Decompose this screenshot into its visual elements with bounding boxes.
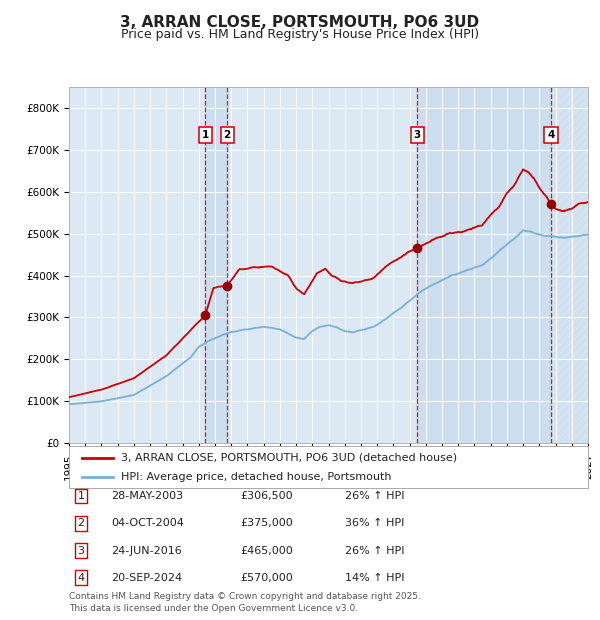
Text: 26% ↑ HPI: 26% ↑ HPI	[345, 491, 404, 501]
Text: 3, ARRAN CLOSE, PORTSMOUTH, PO6 3UD: 3, ARRAN CLOSE, PORTSMOUTH, PO6 3UD	[121, 15, 479, 30]
Text: 1: 1	[77, 491, 85, 501]
Text: 4: 4	[547, 130, 555, 140]
Text: 3, ARRAN CLOSE, PORTSMOUTH, PO6 3UD (detached house): 3, ARRAN CLOSE, PORTSMOUTH, PO6 3UD (det…	[121, 453, 457, 463]
Text: 1: 1	[202, 130, 209, 140]
Bar	[205, 87, 227, 443]
Text: HPI: Average price, detached house, Portsmouth: HPI: Average price, detached house, Port…	[121, 472, 391, 482]
Text: 4: 4	[77, 573, 85, 583]
Text: 3: 3	[414, 130, 421, 140]
Text: 20-SEP-2024: 20-SEP-2024	[111, 573, 182, 583]
Text: £465,000: £465,000	[240, 546, 293, 556]
Bar	[418, 87, 551, 443]
Text: 04-OCT-2004: 04-OCT-2004	[111, 518, 184, 528]
Text: Price paid vs. HM Land Registry's House Price Index (HPI): Price paid vs. HM Land Registry's House …	[121, 28, 479, 41]
Text: 28-MAY-2003: 28-MAY-2003	[111, 491, 183, 501]
Text: 2: 2	[77, 518, 85, 528]
Bar	[551, 87, 588, 443]
Text: 24-JUN-2016: 24-JUN-2016	[111, 546, 182, 556]
Text: £570,000: £570,000	[240, 573, 293, 583]
Text: £375,000: £375,000	[240, 518, 293, 528]
Text: 14% ↑ HPI: 14% ↑ HPI	[345, 573, 404, 583]
Text: Contains HM Land Registry data © Crown copyright and database right 2025.
This d: Contains HM Land Registry data © Crown c…	[69, 591, 421, 613]
Text: 26% ↑ HPI: 26% ↑ HPI	[345, 546, 404, 556]
Text: 3: 3	[77, 546, 85, 556]
Text: 36% ↑ HPI: 36% ↑ HPI	[345, 518, 404, 528]
Text: 2: 2	[224, 130, 231, 140]
Text: £306,500: £306,500	[240, 491, 293, 501]
